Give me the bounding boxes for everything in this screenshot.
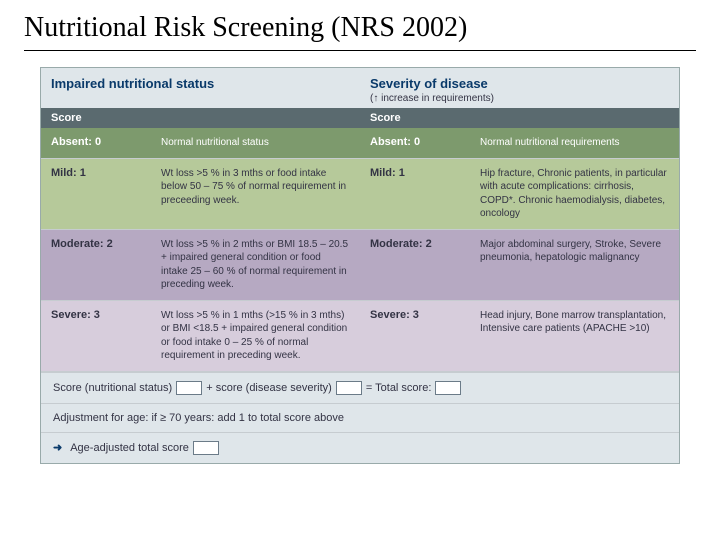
table-row: Mild: 1Wt loss >5 % in 3 mths or food in… (41, 159, 679, 230)
footer-line3-text: Age-adjusted total score (70, 442, 189, 454)
header-right-sub: (↑ increase in requirements) (370, 93, 669, 104)
footer-text-b: + score (disease severity) (206, 382, 332, 394)
level-right: Severe: 3 (360, 301, 470, 371)
table-body: Absent: 0Normal nutritional statusAbsent… (41, 128, 679, 372)
arrow-icon: ➜ (53, 441, 62, 454)
table-row: Moderate: 2Wt loss >5 % in 2 mths or BMI… (41, 230, 679, 301)
desc-left: Wt loss >5 % in 1 mths (>15 % in 3 mths)… (151, 301, 360, 371)
level-left: Severe: 3 (41, 301, 151, 371)
score-spacer-right (470, 108, 679, 128)
nrs-panel: Impaired nutritional status Severity of … (40, 67, 680, 464)
table-row: Severe: 3Wt loss >5 % in 1 mths (>15 % i… (41, 301, 679, 372)
header-row: Impaired nutritional status Severity of … (41, 68, 679, 108)
footer-text-c: = Total score: (366, 382, 432, 394)
footer-total: Score (nutritional status) + score (dise… (41, 372, 679, 403)
header-right-text: Severity of disease (370, 76, 488, 91)
page-title: Nutritional Risk Screening (NRS 2002) (24, 12, 696, 51)
score-label-right: Score (360, 108, 470, 128)
desc-left: Wt loss >5 % in 3 mths or food intake be… (151, 159, 360, 229)
footer-age-total: ➜ Age-adjusted total score (41, 432, 679, 463)
header-left: Impaired nutritional status (41, 68, 360, 108)
score-label-left: Score (41, 108, 151, 128)
desc-right: Hip fracture, Chronic patients, in parti… (470, 159, 679, 229)
footer-line2-text: Adjustment for age: if ≥ 70 years: add 1… (53, 412, 344, 424)
desc-right: Normal nutritional requirements (470, 128, 679, 158)
level-left: Absent: 0 (41, 128, 151, 158)
footer-text-a: Score (nutritional status) (53, 382, 172, 394)
score-spacer-left (151, 108, 360, 128)
score-box-total[interactable] (435, 381, 461, 395)
level-left: Mild: 1 (41, 159, 151, 229)
score-header-row: Score Score (41, 108, 679, 128)
desc-left: Wt loss >5 % in 2 mths or BMI 18.5 – 20.… (151, 230, 360, 300)
level-right: Moderate: 2 (360, 230, 470, 300)
footer-age-adjust: Adjustment for age: if ≥ 70 years: add 1… (41, 403, 679, 432)
table-row: Absent: 0Normal nutritional statusAbsent… (41, 128, 679, 159)
level-right: Absent: 0 (360, 128, 470, 158)
score-box-disease[interactable] (336, 381, 362, 395)
desc-right: Head injury, Bone marrow transplantation… (470, 301, 679, 371)
header-right: Severity of disease (↑ increase in requi… (360, 68, 679, 108)
level-right: Mild: 1 (360, 159, 470, 229)
score-box-nutrition[interactable] (176, 381, 202, 395)
desc-right: Major abdominal surgery, Stroke, Severe … (470, 230, 679, 300)
score-box-age-total[interactable] (193, 441, 219, 455)
level-left: Moderate: 2 (41, 230, 151, 300)
header-left-text: Impaired nutritional status (51, 76, 214, 91)
desc-left: Normal nutritional status (151, 128, 360, 158)
